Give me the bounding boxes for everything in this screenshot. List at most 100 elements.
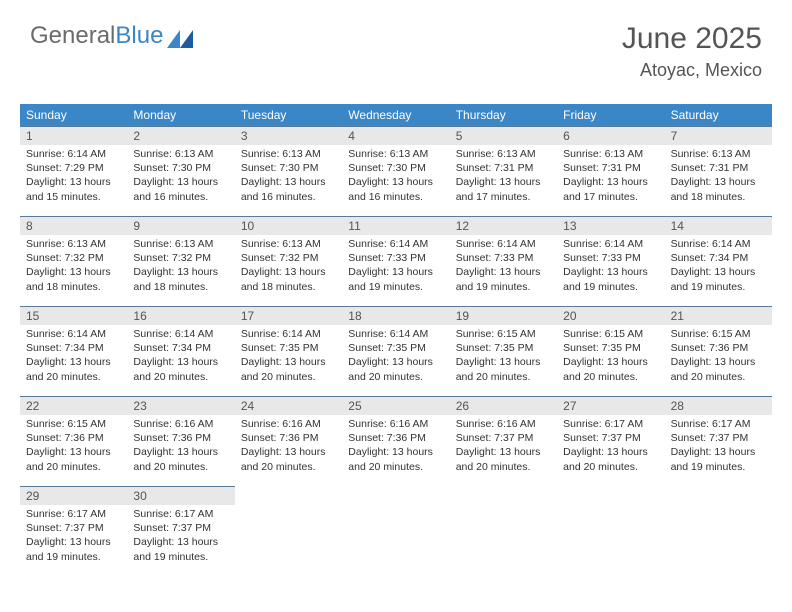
day-number: 2: [127, 127, 234, 145]
daylight-line: Daylight: 13 hours and 20 minutes.: [671, 355, 766, 383]
sunset-line: Sunset: 7:37 PM: [563, 431, 658, 445]
day-cell-28: 28Sunrise: 6:17 AMSunset: 7:37 PMDayligh…: [665, 396, 772, 486]
daylight-line: Daylight: 13 hours and 15 minutes.: [26, 175, 121, 203]
day-number: 20: [557, 307, 664, 325]
day-cell-3: 3Sunrise: 6:13 AMSunset: 7:30 PMDaylight…: [235, 126, 342, 216]
daylight-line: Daylight: 13 hours and 20 minutes.: [133, 355, 228, 383]
sunset-line: Sunset: 7:34 PM: [671, 251, 766, 265]
location: Atoyac, Mexico: [622, 60, 762, 81]
day-cell-14: 14Sunrise: 6:14 AMSunset: 7:34 PMDayligh…: [665, 216, 772, 306]
sunrise-line: Sunrise: 6:15 AM: [671, 327, 766, 341]
day-content: Sunrise: 6:14 AMSunset: 7:34 PMDaylight:…: [20, 325, 127, 390]
day-content: Sunrise: 6:14 AMSunset: 7:29 PMDaylight:…: [20, 145, 127, 210]
day-number: 7: [665, 127, 772, 145]
day-number: 11: [342, 217, 449, 235]
day-number: 30: [127, 487, 234, 505]
sunset-line: Sunset: 7:35 PM: [563, 341, 658, 355]
sunrise-line: Sunrise: 6:17 AM: [133, 507, 228, 521]
sunrise-line: Sunrise: 6:14 AM: [26, 147, 121, 161]
daylight-line: Daylight: 13 hours and 16 minutes.: [348, 175, 443, 203]
day-number: 18: [342, 307, 449, 325]
month-title: June 2025: [622, 22, 762, 56]
daylight-line: Daylight: 13 hours and 19 minutes.: [348, 265, 443, 293]
day-number: 28: [665, 397, 772, 415]
day-cell-6: 6Sunrise: 6:13 AMSunset: 7:31 PMDaylight…: [557, 126, 664, 216]
calendar-grid: SundayMondayTuesdayWednesdayThursdayFrid…: [20, 104, 772, 576]
sunrise-line: Sunrise: 6:13 AM: [456, 147, 551, 161]
sunrise-line: Sunrise: 6:15 AM: [26, 417, 121, 431]
day-cell-13: 13Sunrise: 6:14 AMSunset: 7:33 PMDayligh…: [557, 216, 664, 306]
sunset-line: Sunset: 7:32 PM: [26, 251, 121, 265]
daylight-line: Daylight: 13 hours and 20 minutes.: [456, 355, 551, 383]
daylight-line: Daylight: 13 hours and 18 minutes.: [671, 175, 766, 203]
day-cell-empty: [450, 486, 557, 576]
sunrise-line: Sunrise: 6:13 AM: [563, 147, 658, 161]
day-cell-27: 27Sunrise: 6:17 AMSunset: 7:37 PMDayligh…: [557, 396, 664, 486]
sunrise-line: Sunrise: 6:17 AM: [563, 417, 658, 431]
day-content: Sunrise: 6:13 AMSunset: 7:32 PMDaylight:…: [127, 235, 234, 300]
day-cell-29: 29Sunrise: 6:17 AMSunset: 7:37 PMDayligh…: [20, 486, 127, 576]
sunrise-line: Sunrise: 6:13 AM: [133, 237, 228, 251]
sunrise-line: Sunrise: 6:17 AM: [671, 417, 766, 431]
sunrise-line: Sunrise: 6:15 AM: [563, 327, 658, 341]
sunset-line: Sunset: 7:30 PM: [348, 161, 443, 175]
logo: GeneralBlue: [30, 22, 193, 50]
day-header-tuesday: Tuesday: [235, 104, 342, 126]
daylight-line: Daylight: 13 hours and 16 minutes.: [133, 175, 228, 203]
day-content: Sunrise: 6:13 AMSunset: 7:30 PMDaylight:…: [127, 145, 234, 210]
daylight-line: Daylight: 13 hours and 18 minutes.: [26, 265, 121, 293]
day-cell-23: 23Sunrise: 6:16 AMSunset: 7:36 PMDayligh…: [127, 396, 234, 486]
day-cell-21: 21Sunrise: 6:15 AMSunset: 7:36 PMDayligh…: [665, 306, 772, 396]
day-cell-empty: [665, 486, 772, 576]
day-cell-7: 7Sunrise: 6:13 AMSunset: 7:31 PMDaylight…: [665, 126, 772, 216]
day-content: Sunrise: 6:13 AMSunset: 7:31 PMDaylight:…: [450, 145, 557, 210]
day-header-saturday: Saturday: [665, 104, 772, 126]
header-right: June 2025 Atoyac, Mexico: [622, 22, 762, 81]
sunrise-line: Sunrise: 6:14 AM: [241, 327, 336, 341]
day-cell-2: 2Sunrise: 6:13 AMSunset: 7:30 PMDaylight…: [127, 126, 234, 216]
day-cell-empty: [557, 486, 664, 576]
day-content: Sunrise: 6:14 AMSunset: 7:35 PMDaylight:…: [342, 325, 449, 390]
logo-text-blue: Blue: [115, 22, 163, 50]
sunset-line: Sunset: 7:37 PM: [671, 431, 766, 445]
day-number: 27: [557, 397, 664, 415]
day-cell-empty: [342, 486, 449, 576]
day-content: Sunrise: 6:17 AMSunset: 7:37 PMDaylight:…: [665, 415, 772, 480]
sunset-line: Sunset: 7:36 PM: [133, 431, 228, 445]
day-content: Sunrise: 6:14 AMSunset: 7:34 PMDaylight:…: [127, 325, 234, 390]
sunset-line: Sunset: 7:37 PM: [133, 521, 228, 535]
sunrise-line: Sunrise: 6:14 AM: [26, 327, 121, 341]
daylight-line: Daylight: 13 hours and 20 minutes.: [241, 445, 336, 473]
day-content: Sunrise: 6:13 AMSunset: 7:31 PMDaylight:…: [665, 145, 772, 210]
sunset-line: Sunset: 7:33 PM: [348, 251, 443, 265]
day-content: Sunrise: 6:17 AMSunset: 7:37 PMDaylight:…: [20, 505, 127, 570]
day-content: Sunrise: 6:13 AMSunset: 7:32 PMDaylight:…: [235, 235, 342, 300]
sunset-line: Sunset: 7:30 PM: [241, 161, 336, 175]
sunrise-line: Sunrise: 6:14 AM: [456, 237, 551, 251]
sunset-line: Sunset: 7:35 PM: [456, 341, 551, 355]
logo-triangle-icon: [167, 27, 193, 45]
day-number: 10: [235, 217, 342, 235]
day-content: Sunrise: 6:13 AMSunset: 7:30 PMDaylight:…: [342, 145, 449, 210]
daylight-line: Daylight: 13 hours and 19 minutes.: [456, 265, 551, 293]
day-number: 23: [127, 397, 234, 415]
day-cell-19: 19Sunrise: 6:15 AMSunset: 7:35 PMDayligh…: [450, 306, 557, 396]
day-cell-25: 25Sunrise: 6:16 AMSunset: 7:36 PMDayligh…: [342, 396, 449, 486]
day-content: Sunrise: 6:14 AMSunset: 7:35 PMDaylight:…: [235, 325, 342, 390]
day-number: 13: [557, 217, 664, 235]
day-number: 26: [450, 397, 557, 415]
sunset-line: Sunset: 7:37 PM: [26, 521, 121, 535]
day-cell-18: 18Sunrise: 6:14 AMSunset: 7:35 PMDayligh…: [342, 306, 449, 396]
sunset-line: Sunset: 7:35 PM: [348, 341, 443, 355]
day-content: Sunrise: 6:15 AMSunset: 7:36 PMDaylight:…: [20, 415, 127, 480]
day-number: 8: [20, 217, 127, 235]
sunrise-line: Sunrise: 6:13 AM: [241, 237, 336, 251]
daylight-line: Daylight: 13 hours and 20 minutes.: [348, 445, 443, 473]
day-number: 16: [127, 307, 234, 325]
day-number: 6: [557, 127, 664, 145]
day-cell-26: 26Sunrise: 6:16 AMSunset: 7:37 PMDayligh…: [450, 396, 557, 486]
day-number: 29: [20, 487, 127, 505]
sunset-line: Sunset: 7:31 PM: [456, 161, 551, 175]
sunset-line: Sunset: 7:29 PM: [26, 161, 121, 175]
day-content: Sunrise: 6:16 AMSunset: 7:36 PMDaylight:…: [127, 415, 234, 480]
